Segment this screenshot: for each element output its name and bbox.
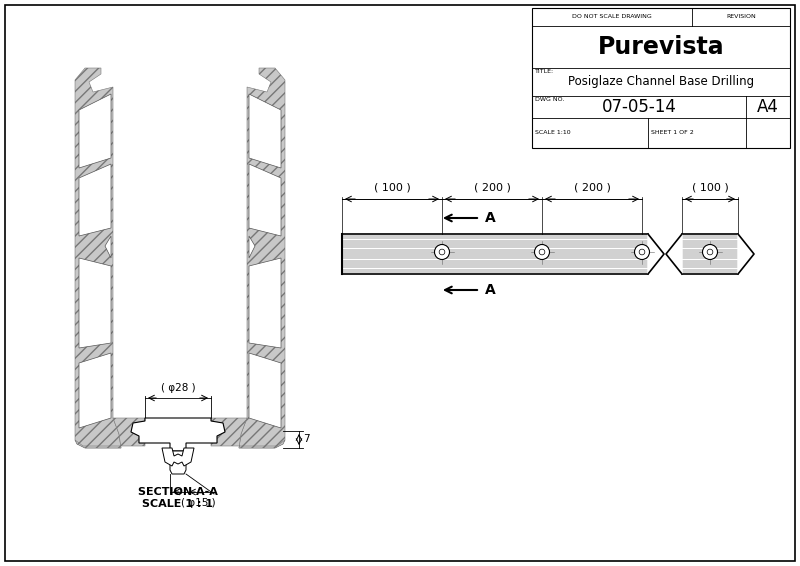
Polygon shape bbox=[211, 418, 285, 448]
Text: ( 100 ): ( 100 ) bbox=[692, 183, 728, 193]
Text: A: A bbox=[485, 211, 496, 225]
Polygon shape bbox=[249, 94, 281, 168]
Polygon shape bbox=[105, 236, 111, 258]
Polygon shape bbox=[249, 353, 281, 428]
Polygon shape bbox=[75, 418, 145, 448]
Circle shape bbox=[434, 245, 450, 259]
Polygon shape bbox=[648, 234, 664, 274]
Polygon shape bbox=[249, 164, 281, 236]
Polygon shape bbox=[249, 258, 281, 348]
Circle shape bbox=[439, 249, 445, 255]
Text: DWG NO.: DWG NO. bbox=[535, 97, 564, 102]
Text: SECTION A-A
SCALE 1 : 1: SECTION A-A SCALE 1 : 1 bbox=[138, 487, 218, 509]
Text: A: A bbox=[485, 283, 496, 297]
Polygon shape bbox=[131, 418, 145, 443]
Text: 07-05-14: 07-05-14 bbox=[602, 98, 677, 116]
Text: A4: A4 bbox=[757, 98, 779, 116]
Circle shape bbox=[707, 249, 713, 255]
Text: DO NOT SCALE DRAWING: DO NOT SCALE DRAWING bbox=[572, 15, 652, 19]
Polygon shape bbox=[79, 164, 111, 236]
Text: Posiglaze Channel Base Drilling: Posiglaze Channel Base Drilling bbox=[568, 75, 754, 88]
Circle shape bbox=[639, 249, 645, 255]
Text: Purevista: Purevista bbox=[598, 35, 724, 59]
Polygon shape bbox=[79, 353, 111, 428]
Circle shape bbox=[702, 245, 718, 259]
Text: REVISION: REVISION bbox=[726, 15, 756, 19]
Polygon shape bbox=[79, 258, 111, 348]
Polygon shape bbox=[738, 234, 754, 274]
Circle shape bbox=[634, 245, 650, 259]
Text: TITLE:: TITLE: bbox=[535, 69, 554, 74]
Polygon shape bbox=[532, 8, 790, 148]
Polygon shape bbox=[249, 236, 255, 258]
Text: ( 100 ): ( 100 ) bbox=[374, 183, 410, 193]
Text: 7: 7 bbox=[303, 435, 310, 444]
Polygon shape bbox=[666, 234, 682, 274]
Polygon shape bbox=[211, 418, 225, 443]
Text: ( φ15 ): ( φ15 ) bbox=[181, 498, 215, 508]
Text: ( φ28 ): ( φ28 ) bbox=[161, 383, 195, 393]
Polygon shape bbox=[170, 451, 186, 474]
Circle shape bbox=[534, 245, 550, 259]
Polygon shape bbox=[162, 448, 194, 466]
Text: ( 200 ): ( 200 ) bbox=[574, 183, 610, 193]
Text: ( 200 ): ( 200 ) bbox=[474, 183, 510, 193]
Polygon shape bbox=[79, 94, 111, 168]
Text: SCALE 1:10: SCALE 1:10 bbox=[535, 131, 570, 135]
Circle shape bbox=[539, 249, 545, 255]
Polygon shape bbox=[75, 68, 121, 448]
Text: SHEET 1 OF 2: SHEET 1 OF 2 bbox=[651, 131, 694, 135]
Polygon shape bbox=[131, 418, 225, 451]
Polygon shape bbox=[239, 68, 285, 448]
